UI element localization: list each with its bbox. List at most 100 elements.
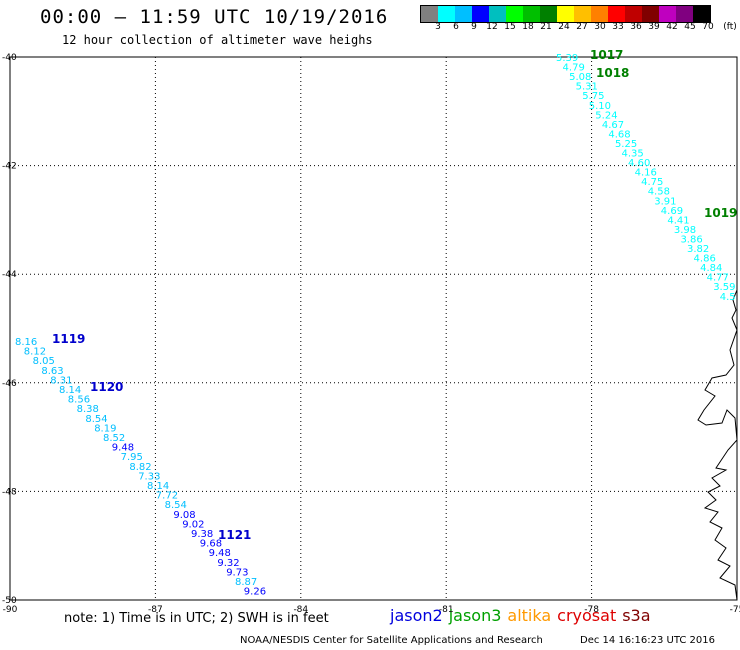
- legend-swatch: [608, 6, 625, 22]
- lon-tick-label: -78: [584, 605, 599, 615]
- legend-label: 42: [666, 22, 678, 32]
- legend-swatch: [438, 6, 455, 22]
- swh-value: 8.19: [94, 423, 116, 434]
- swh-value: 7.33: [138, 471, 160, 482]
- legend-swatch: [540, 6, 557, 22]
- swh-value: 4.77: [707, 273, 729, 284]
- legend-swatch: [506, 6, 523, 22]
- swh-value: 8.05: [33, 356, 55, 367]
- lat-tick-label: -50: [2, 596, 17, 606]
- legend-swatch: [693, 6, 710, 22]
- lat-tick-label: -46: [2, 379, 17, 389]
- legend-label: 24: [558, 22, 570, 32]
- lat-tick-label: -48: [2, 487, 17, 497]
- swh-value: 3.86: [680, 234, 702, 245]
- satellite-legend: jason2 jason3 altika cryosat s3a: [390, 606, 657, 625]
- swh-value: 4.75: [641, 177, 663, 188]
- track-jason2: 8.168.128.058.638.318.148.568.388.548.19…: [15, 332, 266, 598]
- time-label: 1119: [52, 332, 85, 346]
- legend-swatch: [472, 6, 489, 22]
- swh-value: 8.52: [103, 433, 125, 444]
- swh-value: 8.87: [235, 577, 257, 588]
- satellite-altika: altika: [507, 606, 552, 625]
- legend-swatch: [421, 6, 438, 22]
- legend-label: 45: [684, 22, 696, 32]
- swh-value: 9.02: [182, 519, 204, 530]
- swh-value: 8.38: [77, 404, 99, 415]
- lat-tick-label: -40: [2, 53, 17, 63]
- map-frame: [9, 56, 738, 601]
- legend-swatch: [574, 6, 591, 22]
- lon-tick-label: -75: [730, 605, 740, 615]
- swh-value: 9.48: [209, 548, 231, 559]
- swh-value: 4.58: [648, 187, 670, 198]
- swh-value: 3.91: [654, 196, 676, 207]
- swh-value: 8.16: [15, 337, 37, 348]
- footer-note: note: 1) Time is in UTC; 2) SWH is in fe…: [64, 611, 329, 626]
- swh-value: 5.31: [576, 82, 598, 93]
- graticule: [10, 57, 737, 600]
- swh-value: 8.56: [68, 395, 90, 406]
- swh-value: 5.75: [582, 91, 604, 102]
- swh-value: 4.69: [661, 206, 683, 217]
- swh-value: 7.95: [121, 452, 143, 463]
- coastline: [697, 289, 738, 601]
- swh-value: 4.5: [720, 292, 736, 303]
- legend-label: 30: [594, 22, 606, 32]
- legend-label: 6: [453, 22, 459, 32]
- lat-tick-label: -42: [2, 162, 17, 172]
- swh-value: 3.98: [674, 225, 696, 236]
- map-subtitle: 12 hour collection of altimeter wave hei…: [62, 33, 373, 47]
- legend-swatch: [523, 6, 540, 22]
- swh-value: 9.73: [226, 567, 248, 578]
- legend-unit: (ft): [723, 22, 737, 32]
- swh-value: 8.54: [165, 500, 187, 511]
- footer-date: Dec 14 16:16:23 UTC 2016: [580, 635, 715, 646]
- swh-value: 4.79: [563, 63, 585, 74]
- legend-swatch: [591, 6, 608, 22]
- legend-swatch: [455, 6, 472, 22]
- swh-value: 4.68: [608, 129, 630, 140]
- legend-swatch: [489, 6, 506, 22]
- swh-value: 5.10: [589, 101, 611, 112]
- legend-swatch: [659, 6, 676, 22]
- time-label: 1018: [596, 66, 629, 80]
- swh-value: 4.84: [700, 263, 722, 274]
- time-label: 1120: [90, 380, 123, 394]
- swh-value: 8.63: [41, 366, 63, 377]
- satellite-jason3: jason3: [448, 606, 502, 625]
- legend-label: 21: [540, 22, 552, 32]
- legend-swatch: [676, 6, 693, 22]
- swh-value: 3.82: [687, 244, 709, 255]
- legend-label: 27: [576, 22, 588, 32]
- time-label: 1121: [218, 528, 251, 542]
- swh-value: 9.26: [244, 587, 266, 598]
- legend-swatch: [625, 6, 642, 22]
- swh-value: 5.39: [556, 53, 578, 64]
- color-legend-bar: [420, 5, 711, 23]
- swh-value: 4.35: [622, 149, 644, 160]
- legend-label: 18: [522, 22, 534, 32]
- swh-value: 5.25: [615, 139, 637, 150]
- legend-label: 15: [504, 22, 516, 32]
- lon-tick-label: -90: [3, 605, 18, 615]
- map-title: 00:00 – 11:59 UTC 10/19/2016: [40, 6, 389, 28]
- swh-value: 8.12: [24, 347, 46, 358]
- swh-value: 9.08: [173, 510, 195, 521]
- legend-label: 9: [471, 22, 477, 32]
- legend-swatch: [557, 6, 574, 22]
- swh-value: 7.72: [156, 491, 178, 502]
- legend-label: 12: [486, 22, 498, 32]
- swh-value: 4.60: [628, 158, 650, 169]
- lon-tick-label: -81: [439, 605, 454, 615]
- swh-value: 9.38: [191, 529, 213, 540]
- swh-value: 8.54: [85, 414, 107, 425]
- time-label: 1019: [704, 206, 737, 220]
- swh-value: 8.82: [129, 462, 151, 473]
- swh-value: 9.68: [200, 539, 222, 550]
- legend-swatch: [642, 6, 659, 22]
- axis-tick-labels: -90 -87 -84 -81 -78 -75 -40 -42 -44 -46 -48 -50: [2, 53, 740, 615]
- swh-value: 4.86: [694, 254, 716, 265]
- swh-value: 3.59: [713, 282, 735, 293]
